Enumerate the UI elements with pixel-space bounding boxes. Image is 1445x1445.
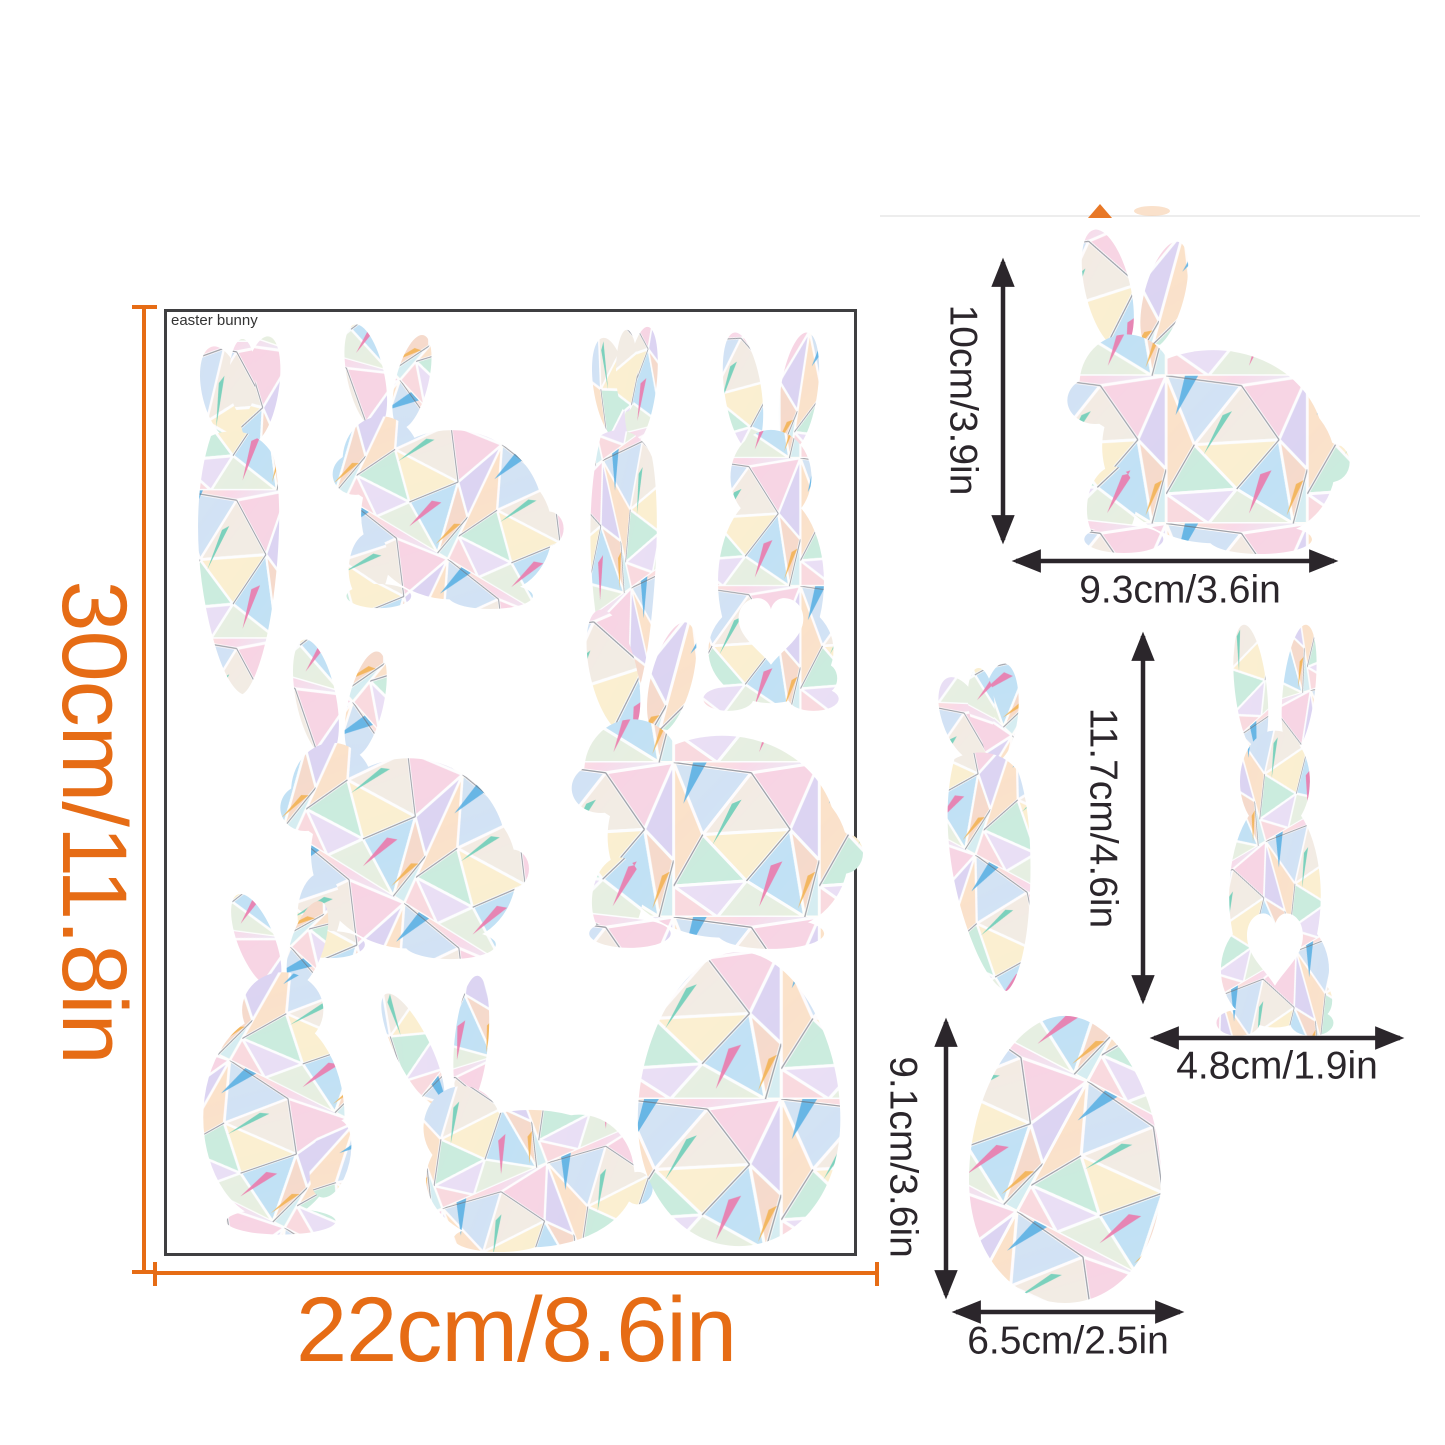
callout-dimension-arrows bbox=[934, 257, 1405, 1324]
callout-egg-width-label: 6.5cm/2.5in bbox=[967, 1319, 1169, 1363]
callout-standing-bunny-heart-tail bbox=[1216, 620, 1334, 1036]
callout-egg-height-label: 9.1cm/3.6in bbox=[881, 1056, 925, 1258]
sheet-title-label: easter bunny bbox=[171, 312, 258, 329]
sheet-width-label: 22cm/8.6in bbox=[295, 1279, 737, 1381]
callout-standing-bunny-height-label: 11.7cm/4.6in bbox=[1081, 707, 1125, 929]
callout-carrot bbox=[925, 656, 1052, 996]
seam-orange-smudge bbox=[1134, 206, 1170, 216]
callout-bunny-height-label: 10cm/3.9in bbox=[941, 304, 985, 496]
sheet-height-label: 30cm/11.8in bbox=[43, 580, 145, 1064]
seam-orange-fragment bbox=[1088, 204, 1112, 218]
callout-sitting-bunny bbox=[1067, 224, 1350, 555]
callout-bunny-width-label: 9.3cm/3.6in bbox=[1079, 568, 1281, 612]
callout-easter-egg bbox=[969, 1015, 1161, 1303]
callout-standing-bunny-width-label: 4.8cm/1.9in bbox=[1176, 1044, 1378, 1088]
sheet-measure-lines bbox=[132, 305, 879, 1286]
